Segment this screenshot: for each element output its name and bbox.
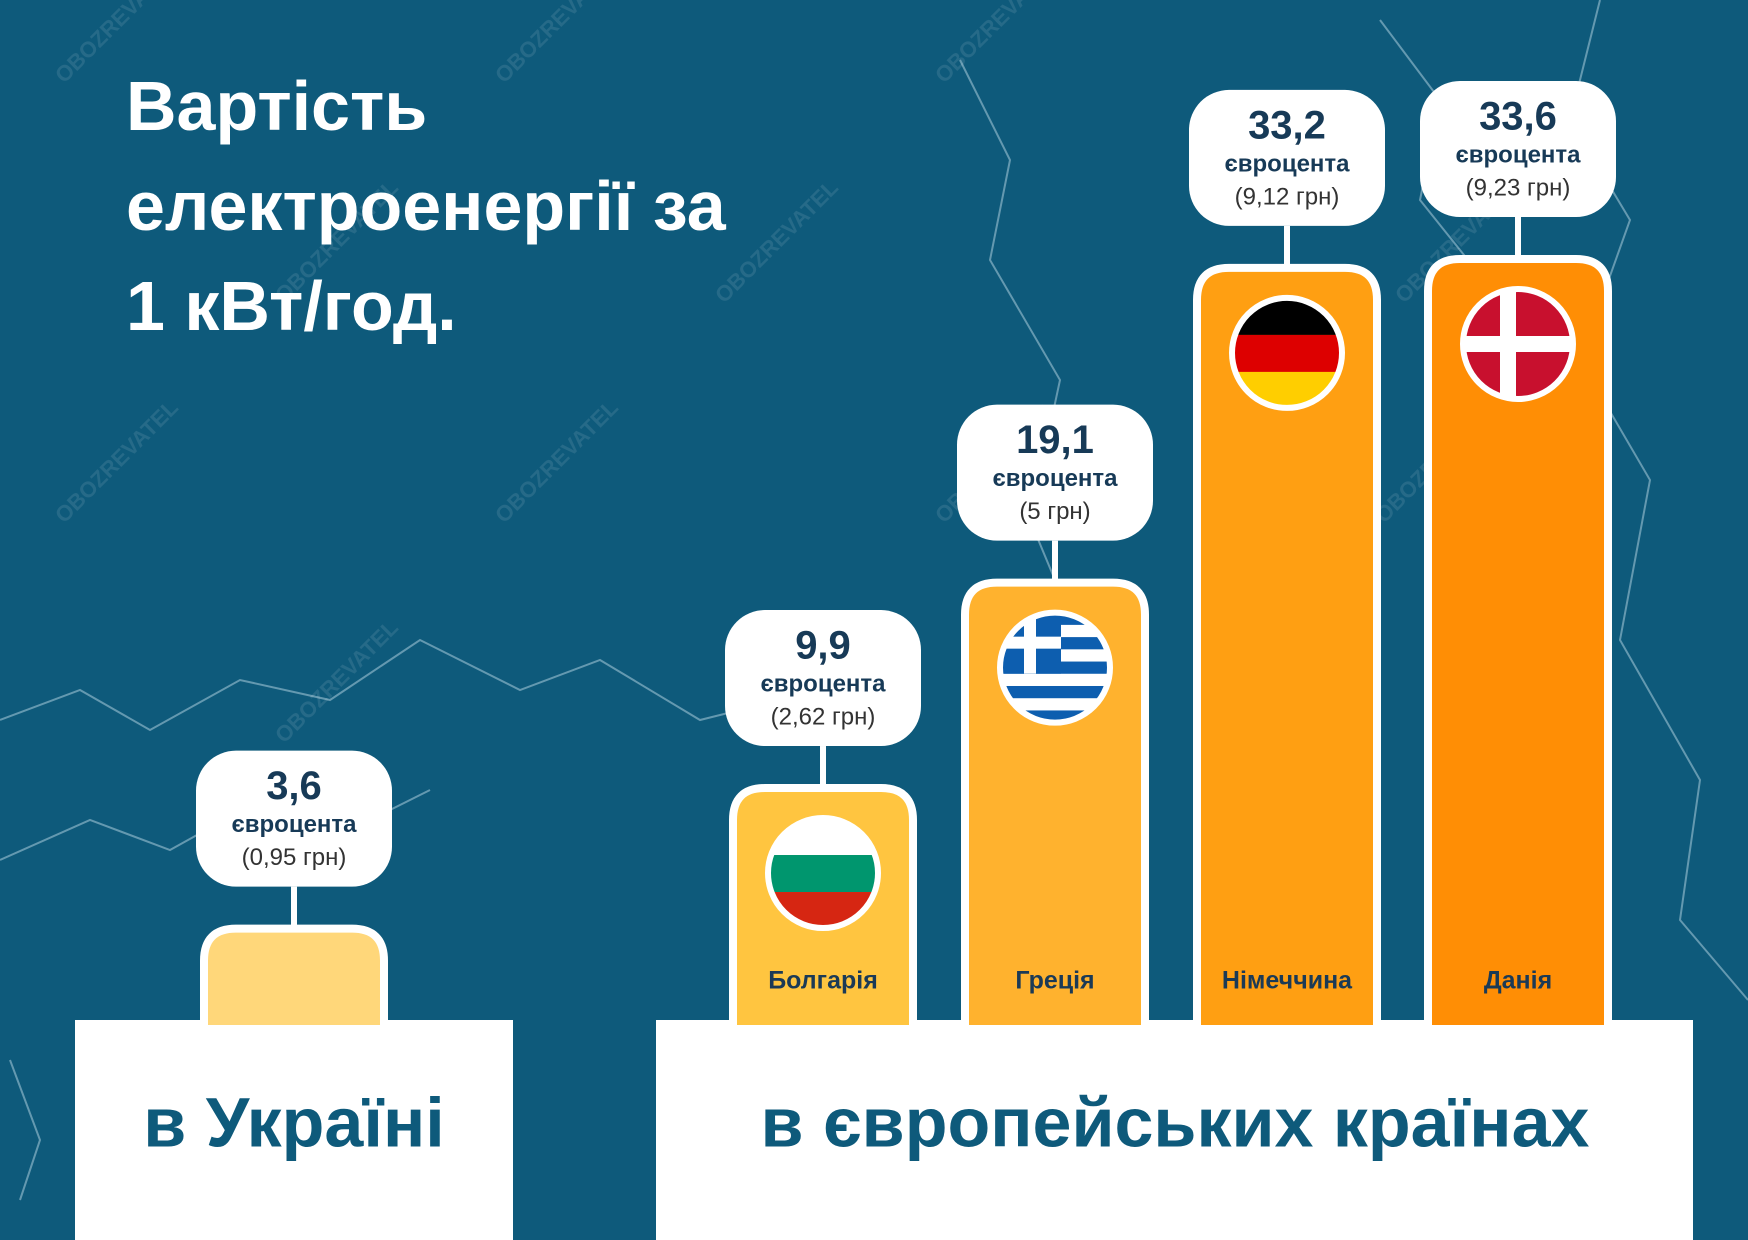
uah-label: (0,95 грн) xyxy=(242,844,347,871)
unit-label: євроцента xyxy=(992,465,1118,492)
watermark: OBOZREVATEL xyxy=(930,0,1063,88)
group-label: в Україні xyxy=(143,1083,445,1161)
panel xyxy=(75,1020,513,1240)
unit-label: євроцента xyxy=(1455,141,1581,168)
unit-label: євроцента xyxy=(231,811,357,838)
flag-cross xyxy=(1024,612,1036,674)
panel xyxy=(656,1020,1693,1240)
flag-border xyxy=(765,815,881,932)
uah-label: (2,62 грн) xyxy=(771,703,876,730)
uah-label: (9,12 грн) xyxy=(1235,183,1340,210)
flag-stripe xyxy=(1000,673,1110,687)
uah-label: (9,23 грн) xyxy=(1466,174,1571,201)
bar xyxy=(200,924,388,1033)
value-label: 3,6 xyxy=(266,764,322,808)
flag-stripe xyxy=(1232,334,1342,372)
unit-label: євроцента xyxy=(760,670,886,697)
watermark: OBOZREVATEL xyxy=(490,395,623,528)
unit-label: євроцента xyxy=(1224,150,1350,177)
flag-border xyxy=(1460,286,1576,402)
bar xyxy=(1193,263,1381,1033)
uah-label: (5 грн) xyxy=(1019,498,1090,525)
flag-border xyxy=(1229,294,1345,411)
category-label: Данія xyxy=(1484,967,1552,995)
flag-stripe xyxy=(1000,685,1110,699)
value-label: 33,6 xyxy=(1479,95,1557,139)
category-label: Греція xyxy=(1015,967,1094,995)
label-bubble xyxy=(196,750,392,887)
label-bubble xyxy=(725,610,921,747)
flag xyxy=(1463,289,1573,399)
category-label: Німеччина xyxy=(1222,967,1353,995)
chart-title: Вартість електроенергії за 1 кВт/год. xyxy=(126,67,726,345)
value-label: 19,1 xyxy=(1016,418,1094,462)
value-label: 33,2 xyxy=(1248,103,1326,147)
label-bubble xyxy=(957,404,1153,541)
value-label: 9,9 xyxy=(795,624,851,668)
flag-stripe xyxy=(1000,698,1110,711)
label-bubble xyxy=(1189,89,1385,226)
flag-stripe xyxy=(768,855,878,893)
category-label: Болгарія xyxy=(768,967,878,995)
flag-cross xyxy=(1463,336,1573,352)
watermark: OBOZREVATEL xyxy=(50,395,183,528)
label-bubble xyxy=(1420,81,1616,217)
watermark: OBOZREVATEL xyxy=(270,615,403,748)
flag-cross xyxy=(1500,289,1516,399)
bar xyxy=(1424,255,1612,1033)
flag-border xyxy=(997,609,1113,726)
group-label: в європейських країнах xyxy=(761,1083,1590,1161)
